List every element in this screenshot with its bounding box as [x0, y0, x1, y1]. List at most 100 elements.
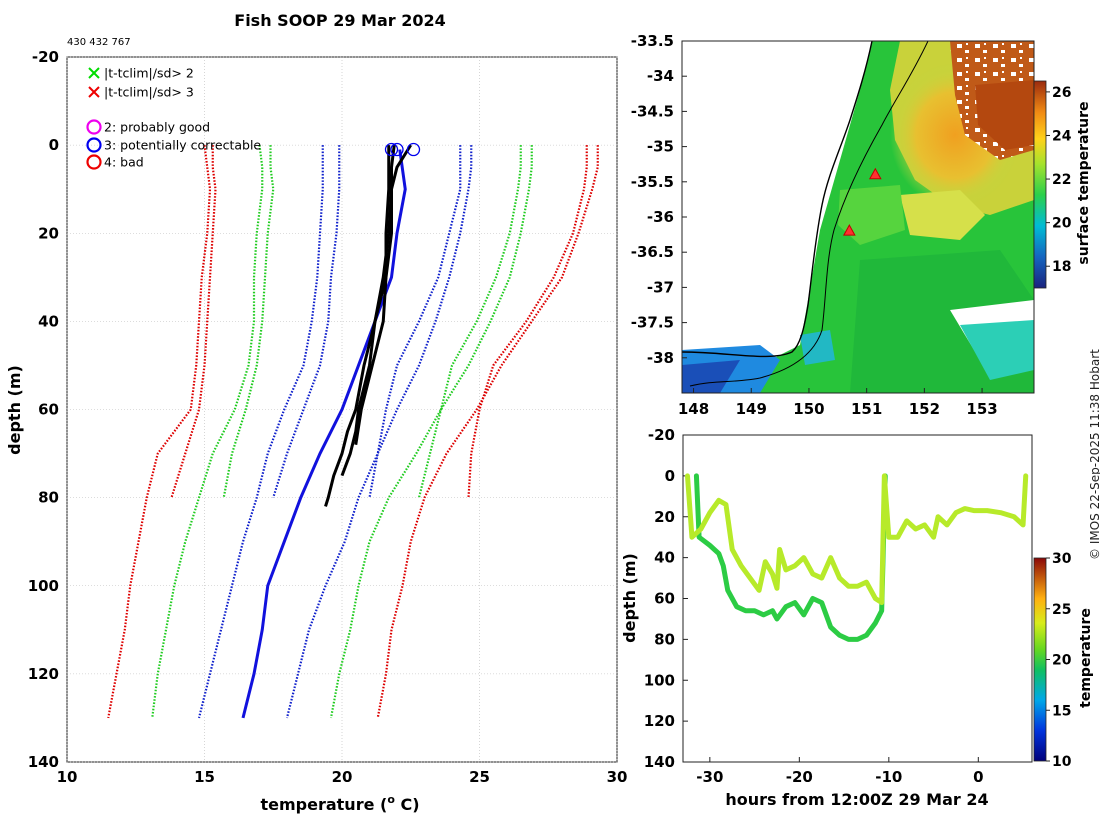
map-x-tick-label: 150 — [793, 400, 824, 418]
dt-y-tick-label: 140 — [644, 753, 675, 771]
credit-text: © IMOS 22-Sep-2025 11:38 Hobart — [1088, 349, 1100, 560]
map-y-tick-label: -37.5 — [631, 314, 674, 332]
profile-ids: 430 432 767 — [67, 37, 131, 48]
depth-time-gridlines — [683, 434, 979, 763]
dt-y-tick-label: 40 — [654, 549, 675, 567]
temperature-colorbar-label: temperature — [1078, 608, 1094, 708]
y-tick-label: 120 — [28, 665, 59, 683]
x-tick-label: 20 — [332, 768, 353, 786]
x-tick-label: 25 — [469, 768, 490, 786]
dt-x-tick-label: -20 — [786, 768, 813, 786]
legend-label: |t-tclim|/sd> 2 — [104, 66, 194, 81]
colorbar-tick-label: 20 — [1052, 216, 1072, 232]
mean-profile-line — [241, 149, 407, 719]
climatology-line — [417, 145, 522, 498]
y-tick-label: 40 — [38, 312, 59, 330]
flag-circle-marker — [390, 142, 404, 157]
map-y-tick-label: -35 — [647, 138, 674, 156]
map-x-tick-label: 148 — [678, 400, 709, 418]
colorbar-tick-label: 20 — [1052, 653, 1072, 669]
dt-y-tick-label: 120 — [644, 712, 675, 730]
temperature-colorbar — [1033, 557, 1047, 762]
x-tick-label: 30 — [607, 768, 628, 786]
colorbar-tick-label: 15 — [1052, 703, 1071, 719]
climatology-mean-line — [241, 149, 407, 719]
climatology-line — [329, 145, 533, 719]
dt-y-tick-label: 80 — [654, 630, 675, 648]
legend-label: 3: potentially correctable — [104, 138, 261, 153]
legend-circle-marker — [86, 119, 102, 135]
colorbar-tick-label: 22 — [1052, 172, 1071, 188]
legend-x-marker — [88, 86, 100, 98]
profile-location-marker — [868, 167, 882, 180]
colorbar-tick-label: 24 — [1052, 128, 1072, 144]
depth-time-ticks: -30 -20 -10 0 -20 0 20 40 60 80 100 120 140 — [644, 426, 984, 786]
qc-flag-markers — [384, 142, 421, 157]
profile-location-markers — [842, 167, 882, 236]
map-x-tick-label: 152 — [909, 400, 940, 418]
depth-time-track — [693, 473, 888, 642]
sst-colorbar-label: surface temperature — [1076, 101, 1092, 264]
dt-y-tick-label: 100 — [644, 671, 675, 689]
map-x-tick-label: 153 — [966, 400, 997, 418]
flag-circle-marker — [384, 142, 399, 157]
legend-label: 2: probably good — [104, 120, 210, 135]
chart-title: Fish SOOP 29 Mar 2024 — [234, 11, 445, 30]
climatology-line — [285, 145, 473, 719]
dt-y-tick-label: -20 — [648, 426, 675, 444]
observed-profile-line — [340, 144, 396, 477]
legend-circle-marker — [86, 137, 102, 153]
sst-field — [682, 41, 1034, 393]
map-x-tick-label: 151 — [851, 400, 882, 418]
y-tick-label: 0 — [49, 136, 59, 154]
colorbar-tick-label: 26 — [1052, 85, 1071, 101]
observed-profile-line — [324, 145, 391, 507]
legend-label: |t-tclim|/sd> 3 — [104, 85, 194, 100]
legend-x-marker — [88, 67, 100, 79]
climatology-line — [467, 145, 588, 498]
legend-label: 4: bad — [104, 155, 144, 170]
x-tick-label: 10 — [57, 768, 78, 786]
map-y-tick-label: -35.5 — [631, 173, 674, 191]
profile-legend: |t-tclim|/sd> 2 |t-tclim|/sd> 3 2: probabl… — [86, 66, 261, 170]
map-y-tick-label: -33.5 — [631, 32, 674, 50]
map-y-tick-label: -34.5 — [631, 102, 674, 120]
climatology-line — [272, 145, 341, 498]
map-y-tick-label: -37 — [647, 278, 674, 296]
legend-circle-marker — [86, 154, 102, 170]
dt-x-tick-label: 0 — [973, 768, 983, 786]
climatology-line — [197, 145, 324, 719]
dt-y-tick-label: 20 — [654, 508, 675, 526]
map-y-tick-label: -38 — [647, 349, 674, 367]
profile-y-label: depth (m) — [5, 365, 24, 455]
profile-ticks: 10 15 20 25 30 -20 0 20 40 60 80 100 120 140 — [28, 48, 628, 786]
climatology-line — [107, 144, 212, 719]
dt-x-tick-label: -30 — [696, 768, 723, 786]
colorbar-tick-label: 30 — [1052, 551, 1072, 567]
observed-profiles — [324, 144, 413, 507]
climatology-line — [222, 145, 275, 498]
profile-gridlines — [66, 56, 618, 763]
y-tick-label: -20 — [32, 48, 59, 66]
dt-x-tick-label: -10 — [875, 768, 902, 786]
temperature-colorbar-ticks: 10 15 20 25 30 — [1046, 551, 1072, 770]
sst-colorbar-ticks: 18 20 22 24 26 — [1046, 85, 1072, 275]
climatology-line — [170, 145, 217, 498]
depth-time-plot: -30 -20 -10 0 -20 0 20 40 60 80 100 120 140 hours fr… — [620, 426, 1094, 809]
depth-time-y-label: depth (m) — [620, 553, 639, 643]
climatology-envelopes — [107, 144, 599, 719]
x-tick-label: 15 — [194, 768, 215, 786]
map-ticks: 148 149 150 151 152 153 -33.5 -34 -34.5 -35 -35.5 -… — [631, 32, 998, 418]
profile-location-marker — [842, 224, 856, 236]
map-y-tick-label: -36.5 — [631, 243, 674, 261]
map-y-tick-label: -36 — [647, 208, 674, 226]
y-tick-label: 100 — [28, 577, 59, 595]
depth-time-tracks — [684, 473, 1029, 642]
observed-profile-line — [354, 144, 413, 445]
dt-y-tick-label: 0 — [665, 467, 675, 485]
sst-map: 148 149 150 151 152 153 -33.5 -34 -34.5 -35 -35.5 -… — [631, 32, 1092, 418]
map-x-tick-label: 149 — [736, 400, 767, 418]
flag-circle-marker — [406, 142, 421, 157]
y-tick-label: 140 — [28, 753, 59, 771]
